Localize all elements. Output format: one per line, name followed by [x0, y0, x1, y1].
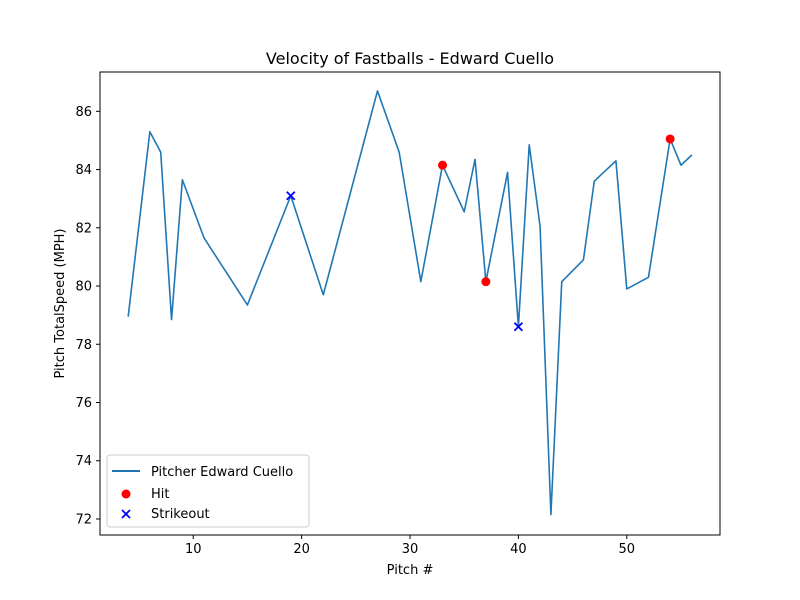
y-tick-label: 76: [75, 396, 92, 411]
y-tick-label: 74: [75, 454, 92, 469]
legend: Pitcher Edward Cuello Hit Strikeout: [106, 454, 310, 528]
x-axis: 10 20 30 40 50: [185, 535, 635, 557]
x-tick-label: 30: [402, 542, 419, 557]
y-axis-label: Pitch TotalSpeed (MPH): [53, 228, 68, 378]
x-tick-label: 40: [510, 542, 527, 557]
y-axis: 72 74 76 78 80 82 84 86: [75, 105, 100, 527]
y-tick-label: 82: [75, 221, 92, 236]
chart-title: Velocity of Fastballs - Edward Cuello: [266, 49, 554, 68]
strikeout-stroke: [513, 322, 524, 332]
hit-point: [665, 134, 675, 144]
y-tick-label: 84: [75, 163, 92, 178]
strikeout-stroke: [286, 191, 296, 201]
y-tick-label: 72: [75, 512, 92, 527]
x-axis-label: Pitch #: [387, 563, 434, 578]
legend-strikeout-marker: [121, 509, 131, 519]
legend-frame: [106, 454, 310, 528]
hit-point: [481, 277, 491, 287]
legend-label-hit: Hit: [151, 487, 169, 502]
x-tick-label: 20: [293, 542, 310, 557]
strikeout-point: [286, 191, 296, 201]
strikeout-point: [513, 322, 524, 332]
y-tick-label: 86: [75, 105, 92, 120]
hit-point: [438, 160, 448, 170]
y-tick-label: 78: [75, 338, 92, 353]
axes-frame: [99, 71, 721, 536]
y-tick-label: 80: [75, 280, 92, 295]
x-tick-label: 50: [619, 542, 636, 557]
series-line-pitcher: [127, 90, 693, 516]
legend-label-pitcher: Pitcher Edward Cuello: [151, 465, 293, 480]
x-tick-label: 10: [185, 542, 202, 557]
plot-area: [127, 90, 693, 516]
legend-label-strikeout: Strikeout: [151, 507, 210, 522]
legend-strikeout-stroke: [121, 509, 131, 519]
legend-hit-marker: [121, 489, 131, 499]
